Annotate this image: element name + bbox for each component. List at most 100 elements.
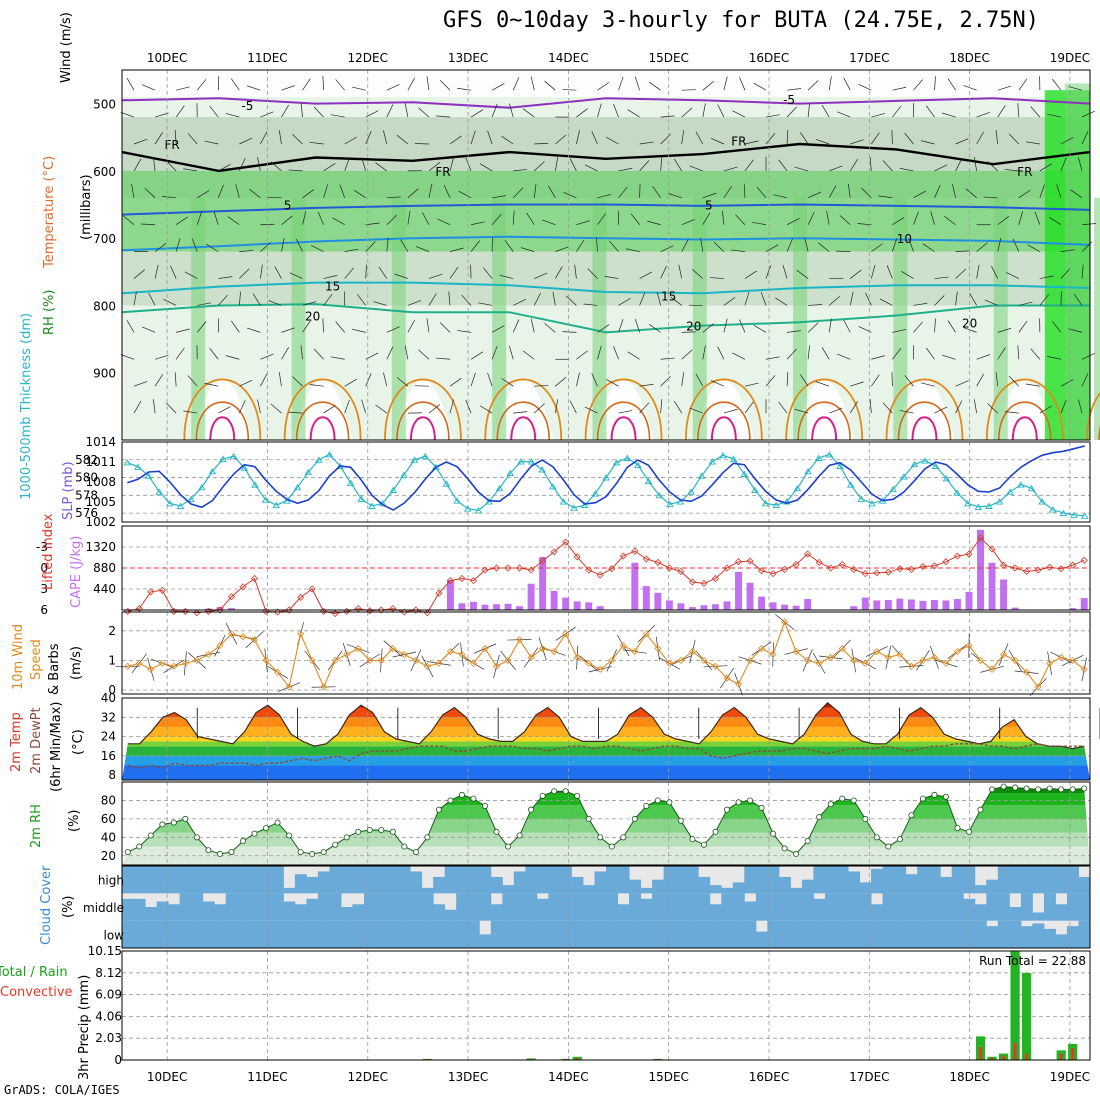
y-axis-label: 2m Temp (9, 712, 24, 772)
lifted-index-point (216, 606, 224, 614)
wind-barb (1039, 275, 1054, 279)
rh-moist-column (592, 197, 607, 440)
cloud-bar (629, 920, 642, 948)
cloud-bar (709, 920, 722, 948)
cloud-bar (951, 866, 964, 894)
cloud-bar (790, 920, 803, 948)
rh-point (1081, 785, 1088, 792)
wind-barb (288, 169, 303, 172)
wind-barb (1052, 321, 1062, 333)
wind-barb (765, 375, 776, 387)
isotherm-loop (283, 378, 362, 441)
cloud-bar (617, 904, 630, 921)
wind-barb (289, 272, 303, 279)
wind-barb (591, 131, 598, 145)
rh-point (850, 797, 857, 804)
cloud-bar (582, 893, 595, 921)
wind-barb (426, 318, 430, 333)
wind-barb (756, 186, 767, 199)
wind-barb (976, 131, 984, 145)
wind-barb (246, 327, 261, 333)
cloud-bar (594, 920, 607, 948)
wind-barb (183, 410, 198, 414)
wind-barb (218, 294, 228, 306)
wind-speed-point (930, 653, 938, 662)
wind-barb (692, 269, 704, 279)
rh-point (1069, 786, 1076, 793)
wind-barb (591, 373, 598, 387)
isotherm-loop (697, 401, 751, 441)
cloud-bar (444, 920, 457, 948)
temp-line (127, 701, 1085, 750)
wind-barb (154, 374, 163, 387)
rh-clear-region (593, 379, 654, 440)
lifted-index-point (504, 564, 512, 572)
wind-barb (183, 168, 198, 172)
wind-barb (786, 372, 789, 387)
wind-barb (739, 77, 746, 91)
wind-barb (871, 355, 885, 360)
wind-barb (396, 134, 409, 145)
convective-bar (564, 1058, 568, 1060)
wind-barb (133, 400, 142, 414)
wind-barb (732, 352, 746, 360)
wind-barb (386, 104, 394, 118)
cloud-bar (1066, 866, 1079, 894)
thickness-point (953, 489, 961, 496)
wind-barb (815, 381, 830, 387)
cloud-bar (260, 866, 273, 894)
wind-barb (470, 221, 485, 226)
cape-bar (712, 604, 719, 610)
lifted-index-point (573, 553, 581, 561)
wind-barb (606, 379, 619, 387)
wind-barb (1006, 272, 1019, 279)
lifted-index-point (976, 534, 985, 542)
wind-barb (808, 304, 823, 306)
cape-bar (504, 603, 512, 610)
wind-barb (386, 84, 400, 91)
wind-barb (744, 291, 750, 306)
cloud-bar (340, 907, 353, 921)
wind-barb (407, 188, 419, 199)
isotherm-loop (183, 378, 262, 441)
cloud-bar (248, 920, 261, 948)
wind-barb (882, 402, 893, 414)
wind-speed-point (227, 630, 236, 638)
rh-point (781, 845, 788, 852)
wind-barb (913, 79, 923, 91)
wind-barb (344, 248, 359, 252)
wind-speed-point (377, 656, 385, 664)
thickness-point (123, 459, 132, 466)
rh-point (666, 799, 673, 806)
wind-barb (418, 107, 430, 118)
wind-barb (997, 216, 1010, 226)
cloud-bar (467, 866, 480, 894)
cape-bar (228, 608, 235, 610)
cloud-bar (168, 920, 181, 948)
wind-barb (428, 184, 433, 198)
wind-barb (837, 353, 851, 360)
convective-bar (990, 1057, 994, 1060)
cloud-bar (375, 866, 388, 894)
wind-barb (1008, 375, 1020, 387)
cloud-bar (698, 893, 711, 921)
rh-point (505, 843, 512, 850)
wind-barb (639, 160, 650, 172)
rh-point (966, 828, 973, 835)
cloud-bar (629, 879, 642, 894)
thickness-point (868, 499, 876, 507)
thickness-point (134, 463, 142, 470)
wind-barb (344, 267, 354, 279)
y-axis-label: (°C) (71, 729, 86, 755)
cape-bar (977, 529, 984, 610)
wind-barb (1081, 353, 1095, 360)
wind-barb (995, 372, 999, 387)
rh-clear-region (493, 379, 554, 440)
wind-barb (330, 114, 345, 118)
wind-barb (1027, 244, 1041, 252)
wind-barb (753, 325, 767, 333)
wind-barb (674, 401, 683, 414)
wind-barb (871, 132, 880, 145)
thickness-point (846, 481, 855, 488)
cloud-bar (410, 893, 423, 921)
